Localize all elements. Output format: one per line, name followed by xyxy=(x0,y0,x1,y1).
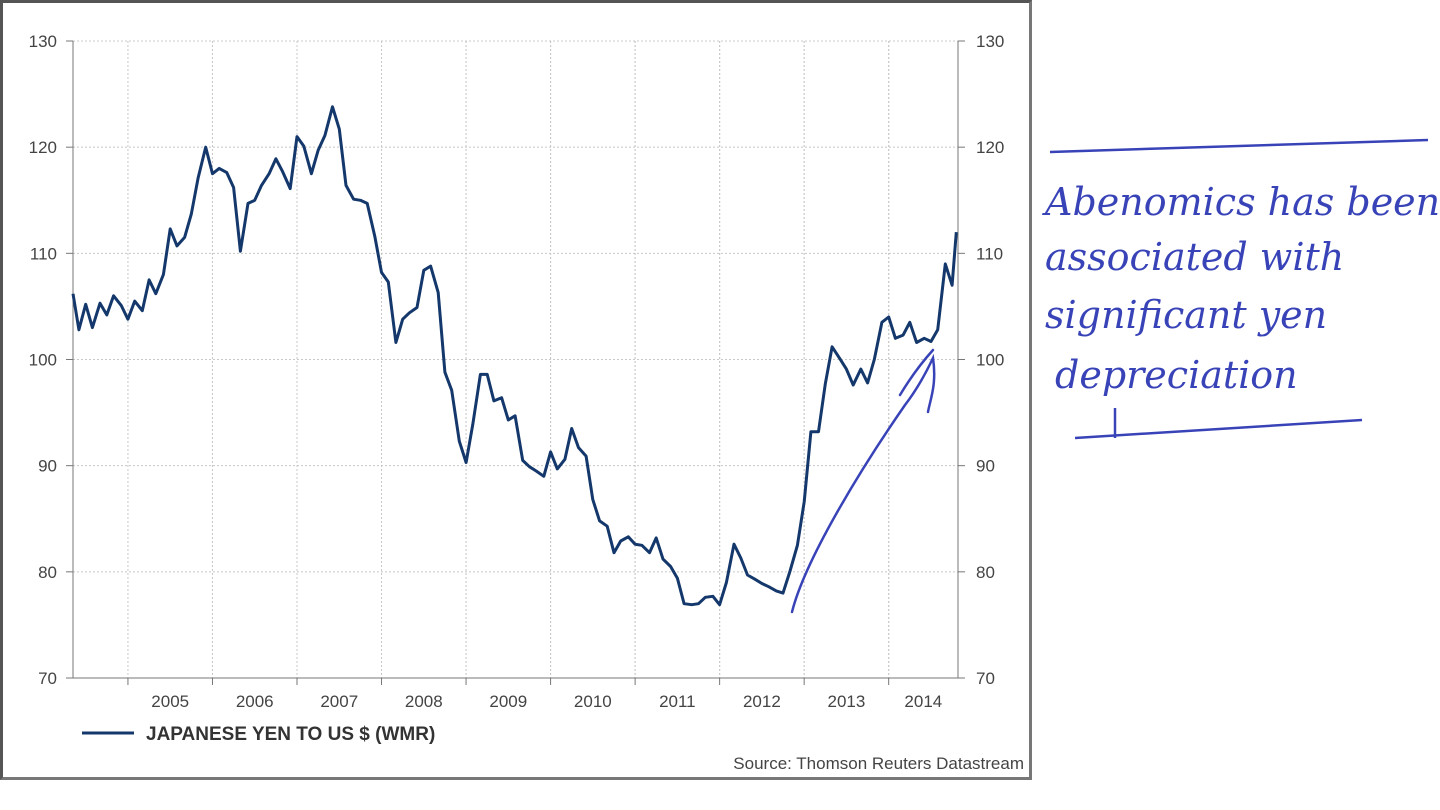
y-tick-label-right: 120 xyxy=(976,138,1004,157)
x-tick-label: 2008 xyxy=(405,692,443,711)
annotation-line-2: associated with xyxy=(1045,235,1344,279)
annotation-line-3: significant yen xyxy=(1045,293,1327,337)
x-tick-label: 2013 xyxy=(828,692,866,711)
y-tick-label-left: 80 xyxy=(38,563,57,582)
y-tick-label-left: 120 xyxy=(29,138,57,157)
tick-labels: 70 70 80 80 90 90 100 100 110 110 120 120 130 130 2005… xyxy=(29,32,1005,711)
annotation-line-1: Abenomics has been xyxy=(1042,180,1440,224)
y-tick-label-left: 90 xyxy=(38,457,57,476)
y-tick-label-left: 130 xyxy=(29,32,57,51)
gridlines xyxy=(73,40,958,678)
y-tick-label-right: 130 xyxy=(976,32,1004,51)
y-tick-label-left: 110 xyxy=(30,244,57,263)
y-tick-label-right: 70 xyxy=(976,669,995,688)
x-tick-label: 2005 xyxy=(151,692,189,711)
y-tick-label-right: 80 xyxy=(976,563,995,582)
chart-frame xyxy=(0,0,1032,780)
annotation-bottom-line xyxy=(1074,418,1363,440)
y-tick-label-right: 110 xyxy=(976,244,1003,263)
annotation-arrow-head xyxy=(898,348,935,397)
x-tick-label: 2011 xyxy=(659,692,696,711)
handwritten-annotation: Abenomics has been associated with signi… xyxy=(790,138,1440,614)
annotation-top-line xyxy=(1049,138,1429,154)
series-line-jpy-usd xyxy=(71,105,958,607)
source-note: Source: Thomson Reuters Datastream xyxy=(733,754,1024,773)
y-tick-label-right: 90 xyxy=(976,457,995,476)
x-tick-label: 2010 xyxy=(574,692,612,711)
legend: JAPANESE YEN TO US $ (WMR) xyxy=(82,724,435,745)
annotation-line-4: depreciation xyxy=(1055,353,1298,397)
x-tick-label: 2006 xyxy=(236,692,274,711)
x-tick-label: 2007 xyxy=(320,692,358,711)
annotation-arrow xyxy=(790,353,936,614)
y-tick-label-left: 70 xyxy=(38,669,57,688)
y-tick-label-left: 100 xyxy=(29,351,57,370)
x-tick-label: 2012 xyxy=(743,692,781,711)
x-tick-label: 2009 xyxy=(489,692,527,711)
legend-label: JAPANESE YEN TO US $ (WMR) xyxy=(146,724,435,745)
y-tick-label-right: 100 xyxy=(976,351,1004,370)
x-tick-label: 2014 xyxy=(904,692,942,711)
axes xyxy=(66,40,965,685)
